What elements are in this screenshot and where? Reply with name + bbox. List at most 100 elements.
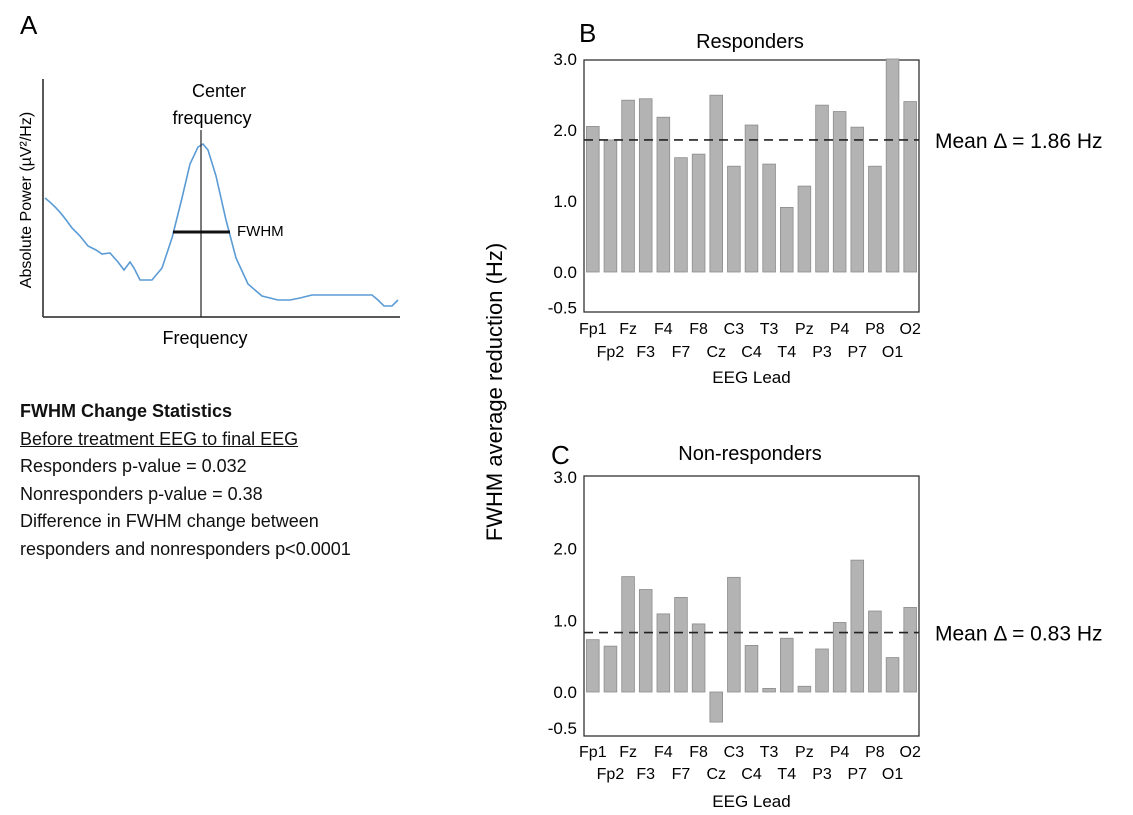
y-tick-label: 2.0 xyxy=(553,540,577,559)
fwhm-statistics: FWHM Change Statistics Before treatment … xyxy=(20,398,351,563)
y-tick-label: 1.0 xyxy=(553,192,577,211)
bar-F8 xyxy=(691,623,706,693)
panel-a: A Absolute Power (µV²/Hz) Frequency Cent… xyxy=(18,10,400,348)
x-tick-label: O2 xyxy=(900,744,921,761)
x-tick-label: Fp1 xyxy=(579,321,607,338)
y-tick-label: 2.0 xyxy=(553,121,577,140)
y-tick-label: 3.0 xyxy=(553,468,577,487)
panel-letter: C xyxy=(551,440,570,470)
x-tick-label: Fp1 xyxy=(579,744,607,761)
x-tick-label: C3 xyxy=(724,321,745,338)
x-tick-label: P7 xyxy=(848,344,868,361)
x-tick-label: Cz xyxy=(706,344,726,361)
spectrum-curve xyxy=(44,142,399,307)
bar-P4 xyxy=(832,622,847,693)
x-tick-label: Pz xyxy=(795,744,814,761)
bar-Pz xyxy=(797,685,812,693)
x-tick-label: Fp2 xyxy=(597,766,625,783)
x-tick-label: C3 xyxy=(724,744,745,761)
x-tick-label: F8 xyxy=(689,744,708,761)
x-tick-label: O1 xyxy=(882,344,903,361)
bar-O2 xyxy=(903,607,917,693)
plot-frame xyxy=(583,59,920,313)
y-tick-label: 1.0 xyxy=(553,611,577,630)
x-tick-label: F4 xyxy=(654,744,673,761)
x-tick-label: P4 xyxy=(830,321,850,338)
x-tick-label: T4 xyxy=(777,344,796,361)
x-tick-label: T4 xyxy=(777,766,796,783)
bar-F3 xyxy=(638,589,653,693)
bar-F4 xyxy=(656,116,671,273)
bar-Fz xyxy=(621,99,635,273)
bar-P7 xyxy=(850,559,865,693)
x-tick-label: T3 xyxy=(760,321,779,338)
mean-label: Mean Δ = 0.83 Hz xyxy=(935,623,1103,646)
bar-T4 xyxy=(780,206,794,273)
x-tick-label: F8 xyxy=(689,321,708,338)
x-tick-label: C4 xyxy=(741,344,762,361)
y-tick-label: 0.0 xyxy=(553,683,577,702)
x-tick-label: P7 xyxy=(848,766,868,783)
x-tick-label: P4 xyxy=(830,744,850,761)
x-tick-label: Cz xyxy=(706,766,726,783)
x-tick-label: Fp2 xyxy=(597,344,625,361)
bar-F7 xyxy=(674,157,688,273)
center-frequency-label-2: frequency xyxy=(172,108,251,128)
bar-P8 xyxy=(868,610,882,693)
bar-Cz xyxy=(709,94,723,273)
shared-ylabel: FWHM average reduction (Hz) xyxy=(482,243,507,541)
chart-title: Responders xyxy=(696,31,804,53)
stats-subtitle: Before treatment EEG to final EEG xyxy=(20,428,299,449)
bar-Fz xyxy=(621,576,635,693)
bar-F8 xyxy=(691,153,706,273)
bar-F3 xyxy=(638,98,653,273)
bar-Fp2 xyxy=(603,139,618,273)
bar-C4 xyxy=(744,645,759,693)
fwhm-label: FWHM xyxy=(237,223,284,240)
x-tick-label: Pz xyxy=(795,321,814,338)
bar-O1 xyxy=(885,58,900,273)
x-axis-label: EEG Lead xyxy=(712,792,790,811)
x-tick-label: F3 xyxy=(636,344,655,361)
bar-P3 xyxy=(815,648,829,693)
panel-a-letter: A xyxy=(20,10,38,40)
x-tick-label: F7 xyxy=(672,766,691,783)
x-tick-label: F4 xyxy=(654,321,673,338)
chart-title: Non-responders xyxy=(678,443,821,465)
stats-line: responders and nonresponders p<0.0001 xyxy=(20,538,351,559)
bar-C4 xyxy=(744,124,759,273)
bar-T3 xyxy=(762,163,776,273)
mean-label: Mean Δ = 1.86 Hz xyxy=(935,130,1103,153)
bar-P8 xyxy=(868,165,882,273)
x-tick-label: F3 xyxy=(636,766,655,783)
bar-T4 xyxy=(780,637,794,693)
bar-O1 xyxy=(885,657,900,693)
stats-title: FWHM Change Statistics xyxy=(20,401,233,421)
y-tick-label: -0.5 xyxy=(548,299,577,318)
bar-F7 xyxy=(674,597,688,693)
x-tick-label: P8 xyxy=(865,321,885,338)
panel-letter: B xyxy=(579,18,596,48)
y-tick-label: 3.0 xyxy=(553,50,577,69)
x-tick-label: Fz xyxy=(619,321,637,338)
x-tick-label: P8 xyxy=(865,744,885,761)
bar-F4 xyxy=(656,613,671,693)
bar-Fp1 xyxy=(586,639,600,693)
panel-a-xlabel: Frequency xyxy=(162,328,247,348)
bar-Pz xyxy=(797,185,812,273)
bar-C3 xyxy=(727,576,741,693)
bar-C3 xyxy=(727,165,741,273)
x-tick-label: P3 xyxy=(812,766,832,783)
stats-line: Nonresponders p-value = 0.38 xyxy=(20,483,263,504)
plot-frame xyxy=(583,475,920,737)
x-axis-label: EEG Lead xyxy=(712,368,790,387)
y-tick-label: 0.0 xyxy=(553,263,577,282)
bar-Cz xyxy=(709,691,723,723)
bar-P7 xyxy=(850,126,865,273)
bar-T3 xyxy=(762,688,776,693)
panel-a-ylabel: Absolute Power (µV²/Hz) xyxy=(18,112,35,288)
y-tick-label: -0.5 xyxy=(548,719,577,738)
